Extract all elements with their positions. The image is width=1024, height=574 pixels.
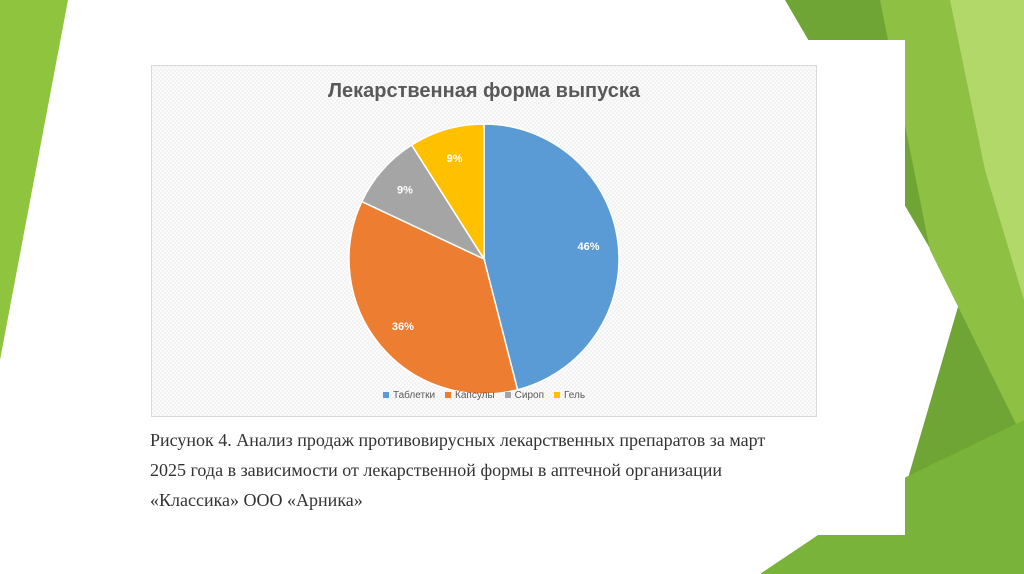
right-green-shape-light — [950, 0, 1024, 300]
figure-caption: Рисунок 4. Анализ продаж противовирусных… — [150, 425, 900, 515]
legend-swatch — [382, 392, 389, 399]
data-label: 46% — [577, 241, 599, 253]
data-label: 9% — [447, 153, 463, 165]
pie-chart: 46% 36% 9% 9% — [348, 123, 620, 395]
caption-line: 2025 года в зависимости от лекарственной… — [150, 460, 723, 480]
legend-item: Сироп — [504, 390, 545, 401]
legend-swatch — [445, 392, 452, 399]
chart-legend: Таблетки Капсулы Сироп Гель — [152, 390, 816, 401]
legend-item: Таблетки — [382, 390, 436, 401]
data-label: 36% — [392, 321, 414, 333]
legend-label: Таблетки — [392, 390, 436, 401]
chart-area: Лекарственная форма выпуска 46% 36% 9% 9% Т… — [151, 65, 817, 417]
left-green-stripe — [0, 0, 68, 360]
pie-slice-gel — [410, 123, 485, 262]
pie-slice-capsules — [348, 200, 519, 395]
legend-swatch — [554, 392, 561, 399]
legend-label: Сироп — [514, 390, 545, 401]
legend-item: Капсулы — [445, 390, 495, 401]
figure-image: Лекарственная форма выпуска 46% 36% 9% 9% Т… — [140, 40, 905, 535]
pie-slice-tablets — [483, 123, 620, 391]
data-label: 9% — [397, 184, 413, 196]
legend-swatch — [504, 392, 511, 399]
chart-title: Лекарственная форма выпуска — [327, 80, 641, 102]
caption-line: «Классика» ООО «Арника» — [150, 490, 363, 510]
caption-line: Рисунок 4. Анализ продаж противовирусных… — [150, 430, 766, 450]
legend-label: Гель — [564, 390, 586, 401]
legend-label: Капсулы — [455, 390, 495, 401]
legend-item: Гель — [554, 390, 585, 401]
